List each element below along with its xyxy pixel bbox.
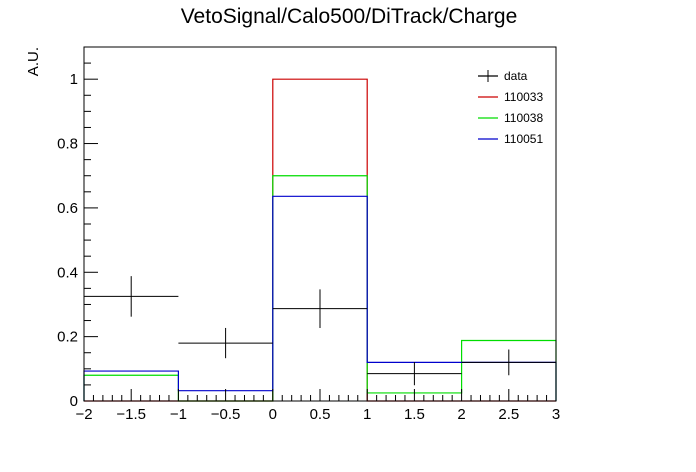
legend-entry-110051: 110051 [478, 132, 543, 146]
x-tick-label: 1 [363, 406, 371, 423]
legend-label: 110033 [504, 90, 543, 104]
data-point [272, 289, 368, 328]
legend-entry-data: data [478, 69, 528, 83]
series-110033-step [84, 78, 556, 402]
x-tick-label: −1 [170, 406, 187, 423]
x-tick-label: 2.5 [498, 406, 519, 423]
legend: data 110033 110038 110051 [478, 69, 543, 146]
legend-entry-110033: 110033 [478, 90, 543, 104]
axes-layer: −2 −1.5 −1 −0.5 0 0.5 1 1.5 2 2.5 3 0 0.2 0.4 0.6 0.8 1 [57, 46, 560, 423]
y-tick-label: 0 [70, 393, 78, 410]
y-tick-label: 0.8 [57, 136, 78, 153]
y-tick-label: 0.2 [57, 329, 78, 346]
legend-entry-110038: 110038 [478, 111, 543, 125]
plot-frame [83, 46, 557, 402]
y-tick-label: 1 [70, 71, 78, 88]
data-point [461, 349, 556, 376]
x-tick-label: 3 [552, 406, 560, 423]
x-tick-label: −2 [75, 406, 92, 423]
legend-label: data [504, 69, 528, 83]
data-point [178, 327, 273, 359]
x-tick-label: 2 [457, 406, 465, 423]
x-tick-label: 1.5 [404, 406, 425, 423]
data-point [84, 276, 179, 317]
x-tick-label: −1.5 [116, 406, 146, 423]
x-tick-label: 0 [269, 406, 277, 423]
x-tick-label: 0.5 [310, 406, 331, 423]
y-tick-label: 0.4 [57, 264, 78, 281]
series-layer [83, 78, 557, 402]
chart-title: VetoSignal/Calo500/DiTrack/Charge [181, 5, 518, 28]
x-tick-label: −0.5 [211, 406, 241, 423]
legend-label: 110051 [504, 132, 543, 146]
legend-label: 110038 [504, 111, 543, 125]
series-110038-step [83, 175, 557, 402]
y-tick-label: 0.6 [57, 200, 78, 217]
data-point [367, 362, 462, 386]
y-axis-label: A.U. [25, 47, 42, 76]
